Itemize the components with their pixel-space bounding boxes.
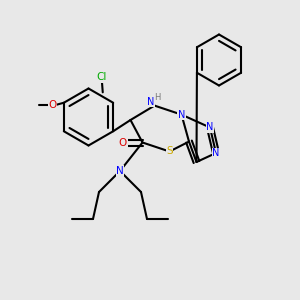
Text: H: H — [154, 93, 160, 102]
Text: O: O — [48, 100, 57, 110]
Text: N: N — [212, 148, 220, 158]
Text: O: O — [119, 137, 127, 148]
Text: N: N — [206, 122, 214, 133]
Text: Cl: Cl — [97, 72, 107, 82]
Text: N: N — [147, 97, 155, 107]
Text: S: S — [166, 146, 173, 157]
Text: N: N — [116, 166, 124, 176]
Text: N: N — [178, 110, 185, 120]
